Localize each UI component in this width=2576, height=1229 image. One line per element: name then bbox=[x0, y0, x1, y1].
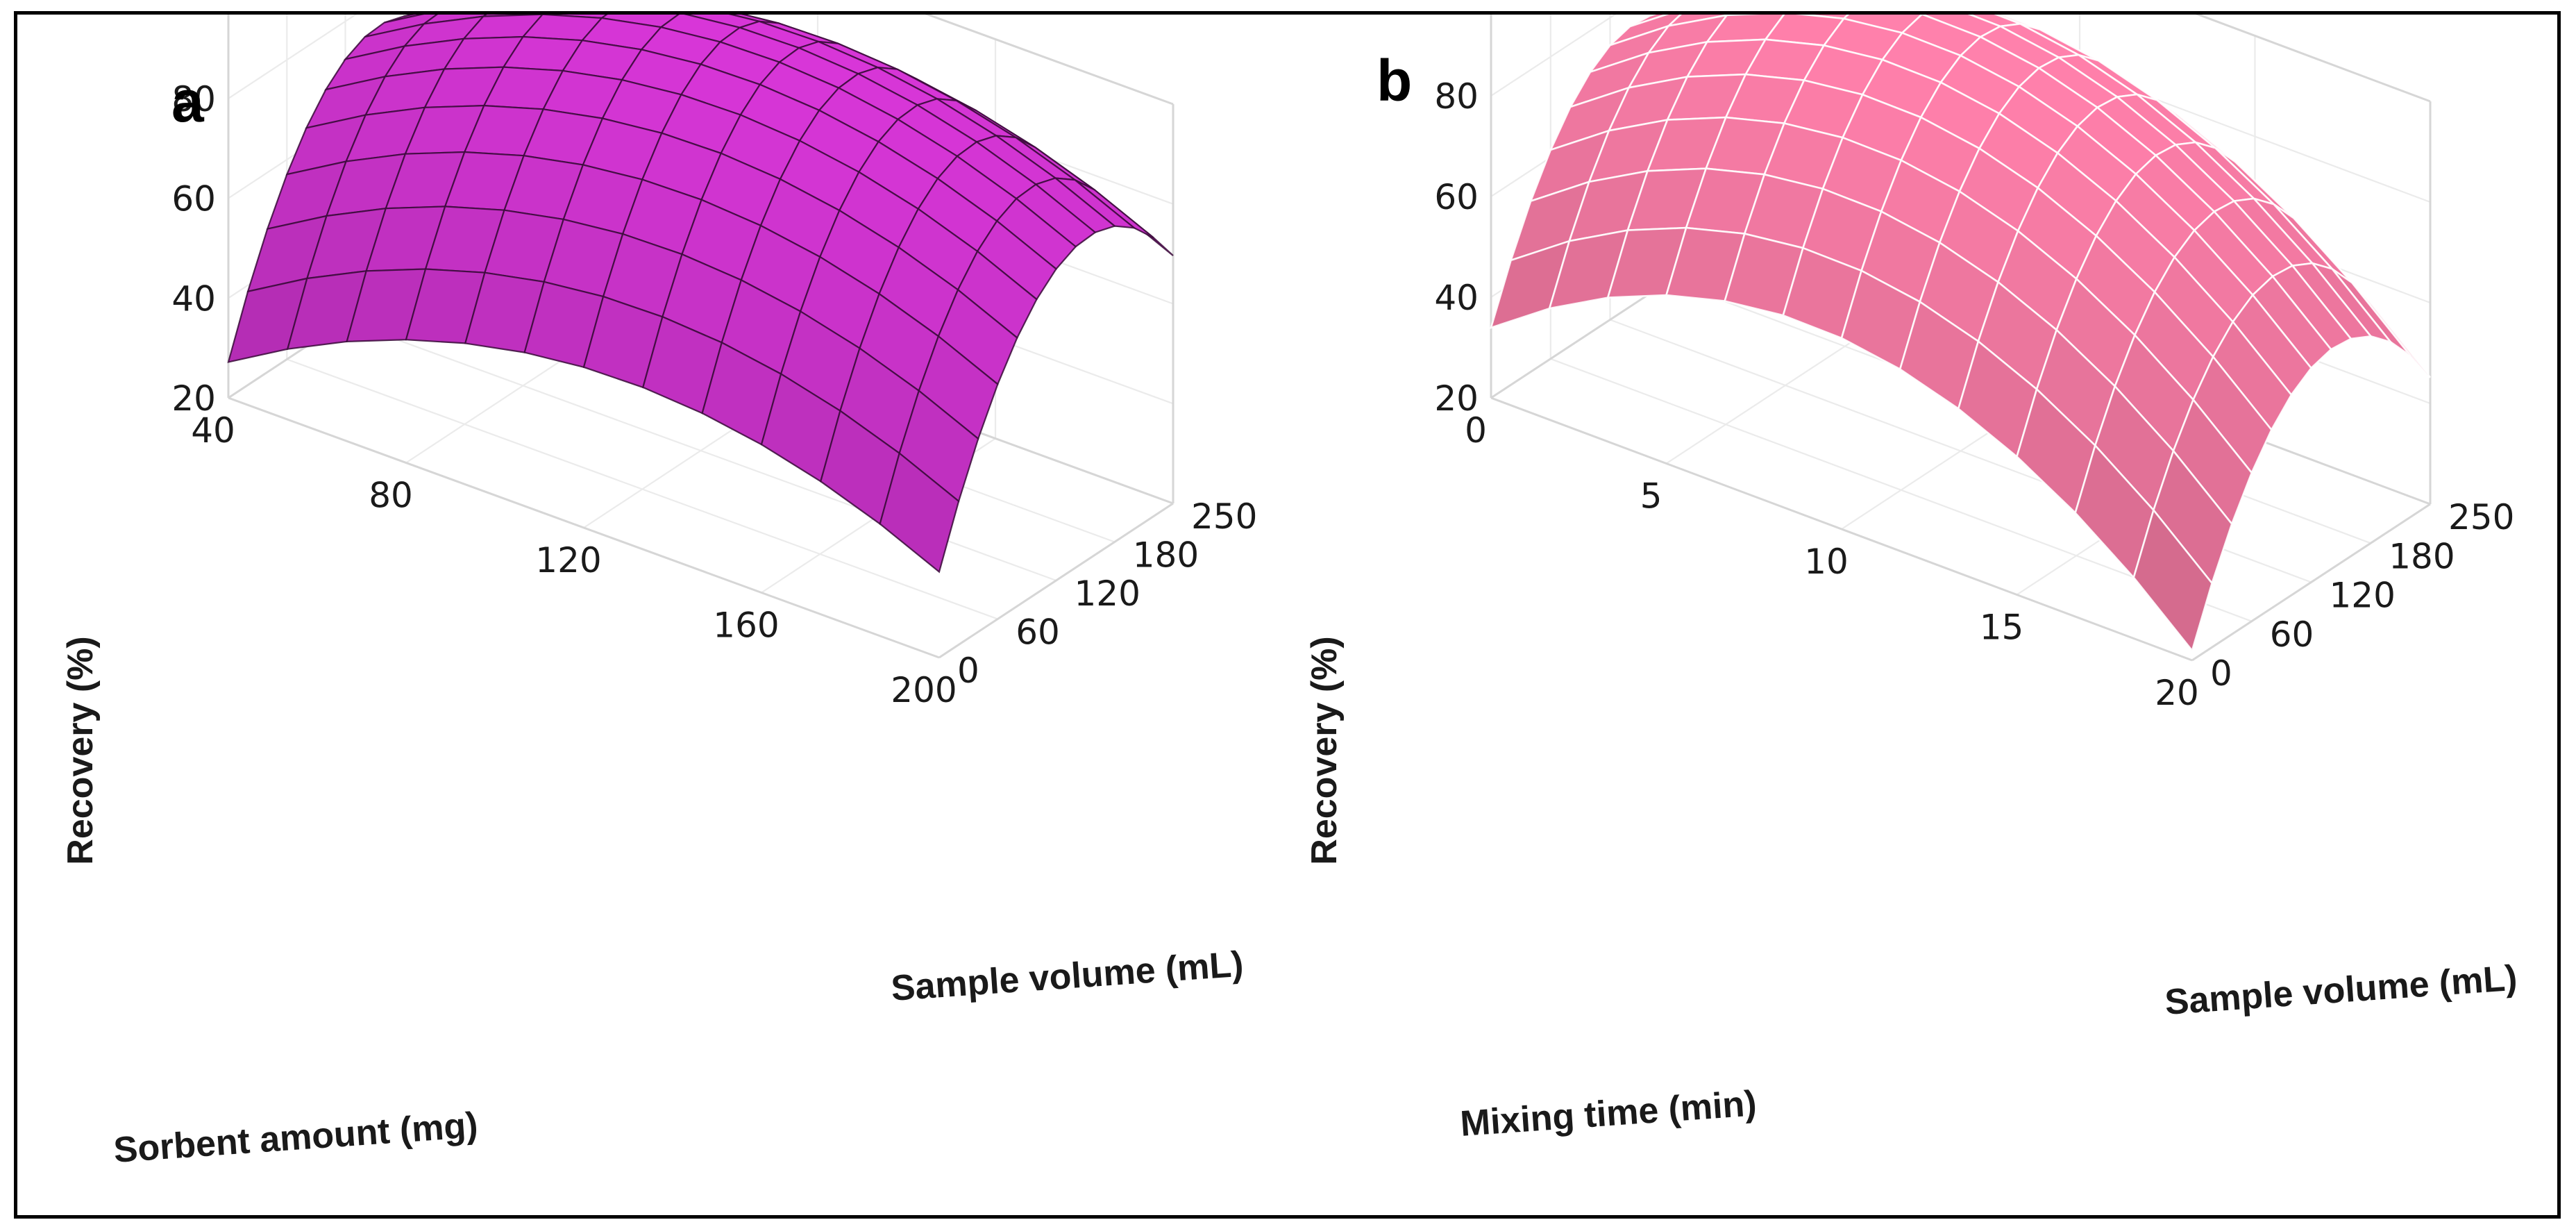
x-tick-label: 200 bbox=[891, 670, 957, 710]
surface-plots: 408012016020006012018025020406080100Sorb… bbox=[60, 15, 2518, 1171]
y-tick-label: 120 bbox=[2330, 576, 2396, 616]
box-edge bbox=[1490, 396, 2193, 662]
x-tick-label: 15 bbox=[1980, 608, 2024, 648]
x-axis-label: Sorbent amount (mg) bbox=[112, 1105, 480, 1171]
surface-cell bbox=[2132, 508, 2214, 653]
box-edge bbox=[228, 396, 940, 659]
z-tick-label: 40 bbox=[171, 278, 216, 319]
y-tick-label: 60 bbox=[1016, 612, 1060, 653]
x-axis-label: Mixing time (min) bbox=[1459, 1083, 1758, 1144]
x-tick-label: 80 bbox=[369, 476, 413, 516]
z-tick-label: 80 bbox=[171, 79, 216, 119]
x-tick-label: 0 bbox=[1465, 410, 1487, 451]
surface-cell bbox=[879, 451, 960, 574]
panel-b-surface bbox=[1490, 15, 2432, 653]
x-tick-label: 5 bbox=[1640, 476, 1662, 517]
panel-b-surface-chart: 0510152006012018025020406080100Mixing ti… bbox=[1304, 15, 2518, 1144]
panel-b-axis-labels: Mixing time (min) Sample volume (mL) Recov… bbox=[1304, 636, 2518, 1144]
y-axis-label: Sample volume (mL) bbox=[890, 944, 1245, 1009]
panel-a-surface-chart: 408012016020006012018025020406080100Sorb… bbox=[60, 15, 1257, 1171]
box-edge bbox=[938, 502, 1174, 659]
panel-a-surface bbox=[227, 15, 1174, 574]
y-tick-label: 120 bbox=[1075, 574, 1140, 614]
box-edge bbox=[925, 15, 1174, 106]
z-tick-label: 100 bbox=[1413, 15, 1479, 16]
panel-b-ticks: 0510152006012018025020406080100 bbox=[1413, 15, 2515, 713]
y-tick-label: 250 bbox=[2448, 497, 2514, 537]
x-tick-label: 40 bbox=[191, 410, 235, 451]
box-edge bbox=[2191, 503, 2431, 662]
y-axis-label: Sample volume (mL) bbox=[2164, 958, 2518, 1023]
floor-gridline-y bbox=[286, 358, 998, 620]
x-tick-label: 10 bbox=[1804, 542, 1849, 582]
z-tick-label: 20 bbox=[1434, 378, 1479, 419]
y-tick-label: 0 bbox=[2210, 653, 2232, 694]
z-axis-label: Recovery (%) bbox=[1304, 636, 1345, 864]
z-tick-label: 20 bbox=[171, 378, 216, 419]
y-tick-label: 180 bbox=[2389, 536, 2455, 576]
y-tick-label: 180 bbox=[1133, 535, 1199, 576]
z-tick-label: 40 bbox=[1434, 278, 1479, 318]
x-tick-label: 20 bbox=[2155, 673, 2199, 713]
z-tick-label: 80 bbox=[1434, 76, 1479, 117]
panel-b-label: b bbox=[1377, 48, 1412, 113]
y-tick-label: 60 bbox=[2270, 614, 2314, 655]
y-tick-label: 0 bbox=[957, 651, 979, 691]
z-axis-label: Recovery (%) bbox=[60, 636, 101, 864]
x-tick-label: 160 bbox=[713, 605, 779, 646]
panel-a-label: a bbox=[171, 69, 205, 134]
figure-frame: 408012016020006012018025020406080100Sorb… bbox=[14, 11, 2561, 1219]
x-tick-label: 120 bbox=[535, 540, 601, 580]
z-tick-label: 60 bbox=[171, 179, 216, 219]
box-edge bbox=[2195, 15, 2431, 103]
panel-a-axis-labels: Sorbent amount (mg) Sample volume (mL) Rec… bbox=[60, 636, 1245, 1171]
panel-a-ticks: 408012016020006012018025020406080100 bbox=[150, 15, 1258, 710]
wall-gridline-z bbox=[1490, 15, 2431, 203]
z-tick-label: 100 bbox=[150, 15, 216, 19]
y-tick-label: 250 bbox=[1191, 496, 1257, 537]
z-tick-label: 60 bbox=[1434, 177, 1479, 217]
